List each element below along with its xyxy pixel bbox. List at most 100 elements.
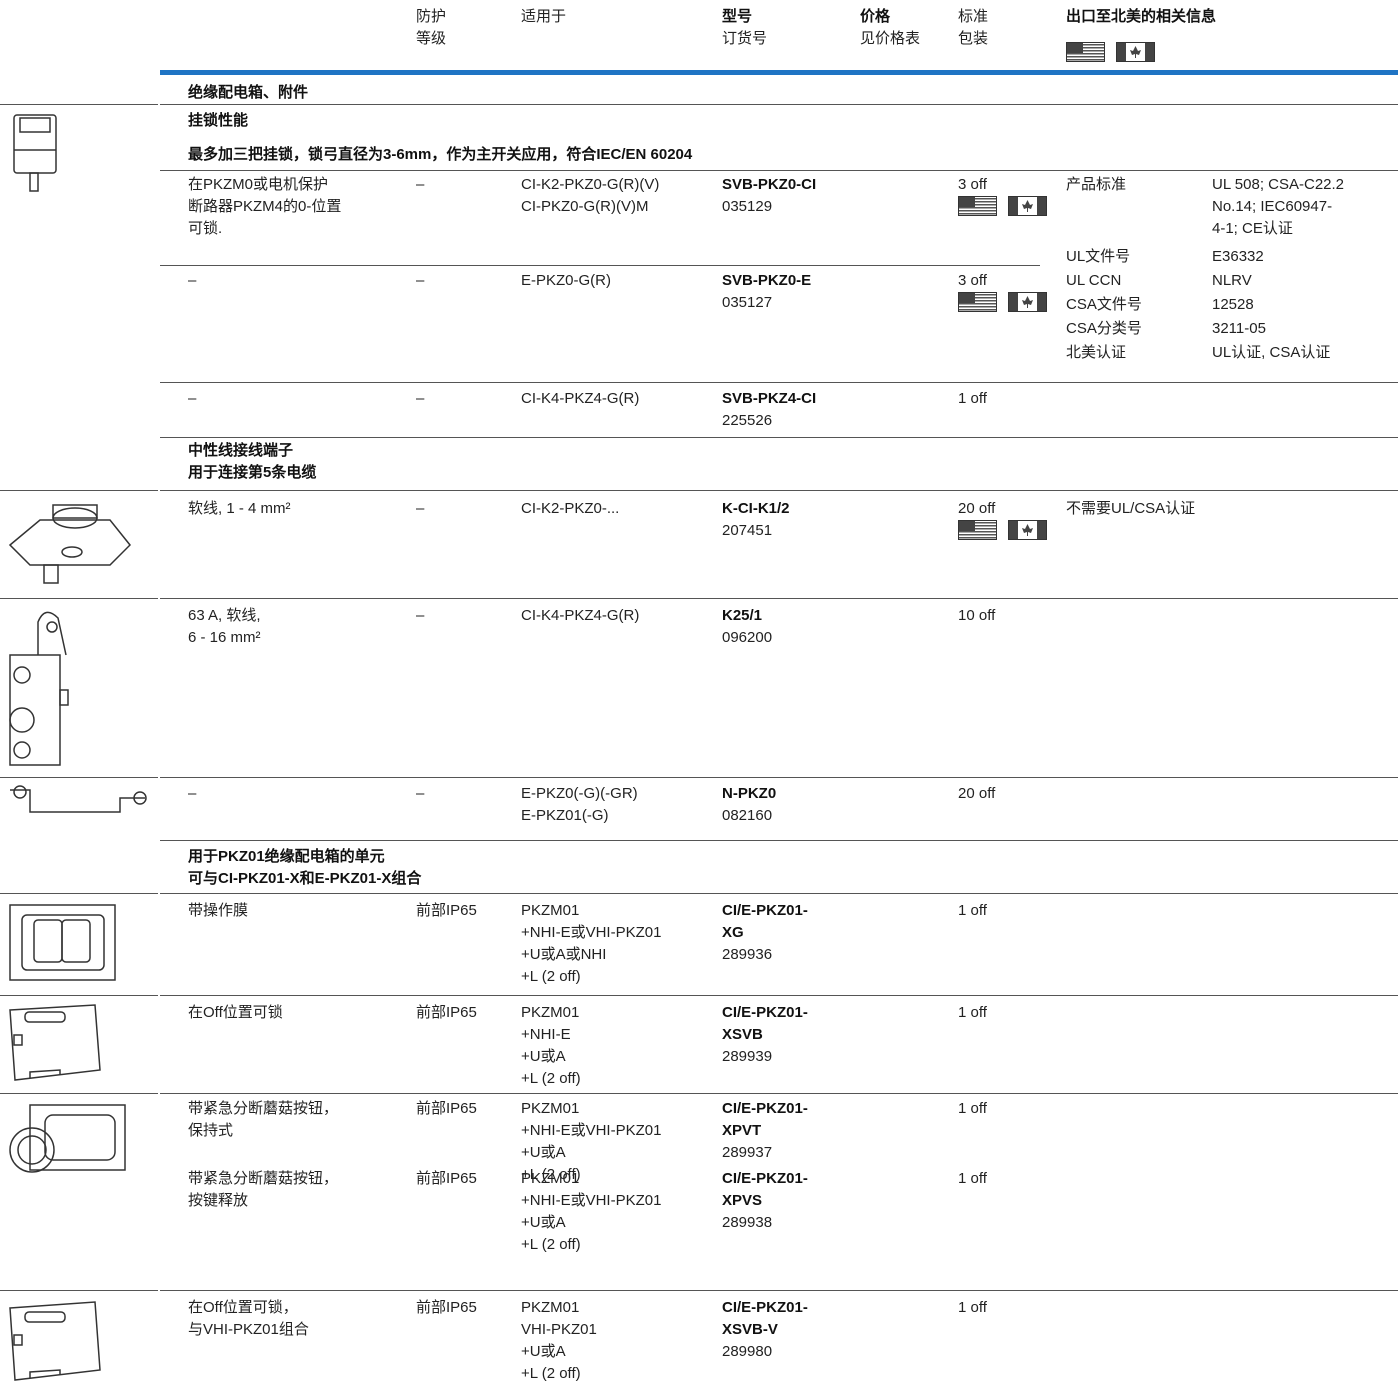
na-label: UL CCN [1066,272,1122,289]
type-code: CI/E-PKZ01- XPVS [722,1170,808,1209]
description: 带操作膜 [188,902,249,919]
na-label: UL文件号 [1066,248,1131,265]
description: 63 A, 软线, 6 - 16 mm² [188,607,261,646]
rule [160,598,1398,599]
order-number: 035129 [722,198,773,215]
description: 在Off位置可锁 [188,1004,283,1021]
protection: – [416,785,425,802]
rule [160,777,1398,778]
rule [160,265,1040,266]
order-number: 289938 [722,1214,773,1231]
rule [0,893,158,894]
na-value: 12528 [1212,296,1254,313]
suitable-for: PKZM01 +NHI-E或VHI-PKZ01 +U或A或NHI +L (2 o… [521,902,662,985]
header-suitable: 适用于 [521,8,567,25]
na-label: 产品标准 [1066,176,1127,193]
terminal-block-image [9,611,69,766]
pack-size: 20 off [958,785,996,802]
pack-size: 3 off [958,272,987,289]
na-value: NLRV [1212,272,1252,289]
rule [160,170,1398,171]
type-code: SVB-PKZ4-CI [722,390,817,407]
pack-size: 1 off [958,902,987,919]
suitable-for: CI-K2-PKZ0-G(R)(V) CI-PKZ0-G(R)(V)M [521,176,660,215]
rule [0,1290,158,1291]
description: 软线, 1 - 4 mm² [188,500,291,517]
protection: 前部IP65 [416,902,477,919]
pack-size: 3 off [958,176,987,193]
na-label: CSA分类号 [1066,320,1142,337]
protection: 前部IP65 [416,1299,477,1316]
order-number: 289939 [722,1048,773,1065]
order-number: 035127 [722,294,773,311]
header-protection: 防护 等级 [416,8,447,47]
description: 带紧急分断蘑菇按钮， 按键释放 [188,1170,339,1209]
lock-cover-image [9,1301,101,1381]
suitable-for: CI-K2-PKZ0-... [521,500,620,517]
order-number: 207451 [722,522,773,539]
description: 带紧急分断蘑菇按钮， 保持式 [188,1100,339,1139]
order-number: 082160 [722,807,773,824]
rule [0,777,158,778]
lock-cover-image [9,1004,101,1081]
description: – [188,785,197,802]
section-title: 中性线接线端子 用于连接第5条电缆 [188,442,317,481]
na-label: 北美认证 [1066,344,1127,361]
rule [0,490,158,491]
pack-size: 1 off [958,1170,987,1187]
type-code: CI/E-PKZ01- XPVT [722,1100,808,1139]
rule [160,104,1398,105]
na-value: 3211-05 [1212,320,1266,337]
header-order: 订货号 [722,30,768,47]
section-title: 最多加三把挂锁，锁弓直径为3-6mm，作为主开关应用，符合IEC/EN 6020… [188,146,693,163]
suitable-for: E-PKZ0(-G)(-GR) E-PKZ01(-G) [521,785,638,824]
header-export: 出口至北美的相关信息 [1066,8,1217,25]
description: 在Off位置可锁， 与VHI-PKZ01组合 [188,1299,309,1338]
flags [958,292,1047,312]
pack-size: 1 off [958,1004,987,1021]
na-value: UL认证, CSA认证 [1212,344,1331,361]
order-number: 289936 [722,946,773,963]
type-code: K-CI-K1/2 [722,500,790,517]
mushroom-button-image [9,1104,126,1173]
rule [0,598,158,599]
protection: – [416,500,425,517]
na-label: CSA文件号 [1066,296,1142,313]
pack-size: 1 off [958,1299,987,1316]
type-code: K25/1 [722,607,763,624]
protection: 前部IP65 [416,1100,477,1117]
header-price: 价格 [860,8,891,25]
protection: 前部IP65 [416,1004,477,1021]
section-title: 用于PKZ01绝缘配电箱的单元 可与CI-PKZ01-X和E-PKZ01-X组合 [188,848,422,887]
protection: – [416,607,425,624]
rule [160,995,1398,996]
header-price-note: 见价格表 [860,30,921,47]
header-pack: 标准 包装 [958,8,989,47]
order-number: 225526 [722,412,773,429]
terminal-image [8,504,132,584]
suitable-for: PKZM01 VHI-PKZ01 +U或A +L (2 off) [521,1299,597,1382]
pack-size: 20 off [958,500,996,517]
rule [0,1093,158,1094]
type-code: N-PKZ0 [722,785,777,802]
header-type: 型号 [722,8,753,25]
padlock-image [13,114,57,192]
section-title: 绝缘配电箱、附件 [188,84,309,101]
pack-size: 1 off [958,1100,987,1117]
type-code: SVB-PKZ0-CI [722,176,817,193]
type-code: CI/E-PKZ01- XSVB-V [722,1299,808,1338]
rule [160,1093,1398,1094]
membrane-image [9,904,116,981]
type-code: SVB-PKZ0-E [722,272,812,289]
neutral-bar-image [10,785,147,813]
suitable-for: PKZM01 +NHI-E +U或A +L (2 off) [521,1004,581,1087]
rule [160,893,1398,894]
flags [958,520,1047,540]
rule [0,104,158,105]
protection: – [416,176,425,193]
na-note: 不需要UL/CSA认证 [1066,500,1196,517]
na-value: UL 508; CSA-C22.2 No.14; IEC60947- 4-1; … [1212,176,1345,237]
rule [160,382,1398,383]
rule [160,840,1398,841]
